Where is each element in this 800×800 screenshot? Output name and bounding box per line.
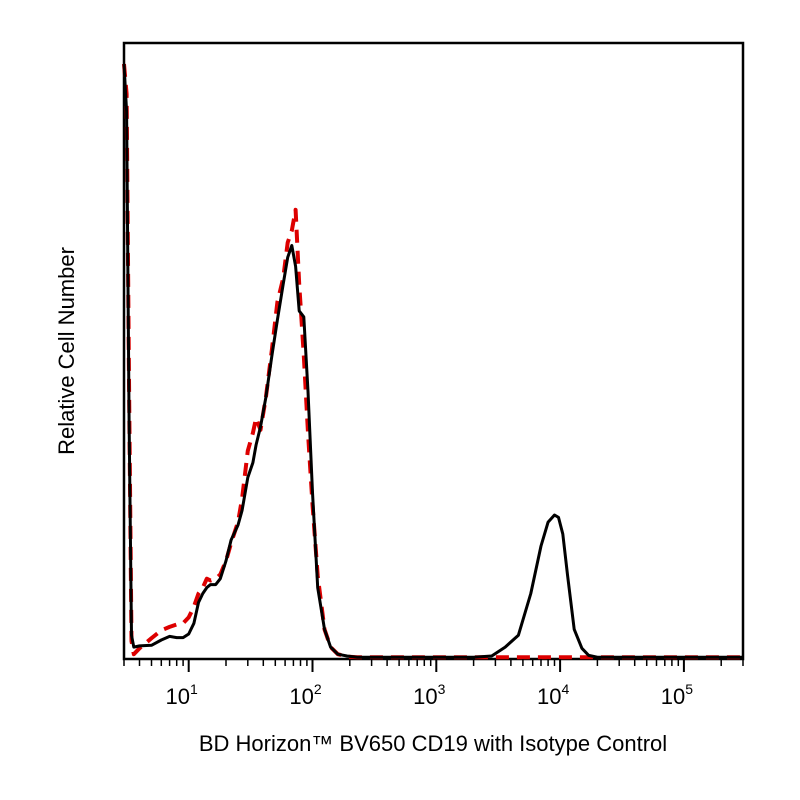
x-tick-label: 102 [289,681,321,709]
series-layer [122,63,743,660]
y-axis-title: Relative Cell Number [54,247,79,455]
x-axis-tick-labels: 101 102 103 104 105 [166,681,694,709]
x-axis-ticks [123,659,744,672]
x-tick-label: 105 [661,681,693,709]
plot-frame [122,41,745,661]
x-axis-title: BD Horizon™ BV650 CD19 with Isotype Cont… [199,731,667,756]
x-tick-label: 101 [166,681,198,709]
x-tick-label: 104 [537,681,569,709]
cd19-stained-series-line [122,63,743,659]
isotype-control-series-line [122,63,743,660]
x-tick-label: 103 [413,681,445,709]
